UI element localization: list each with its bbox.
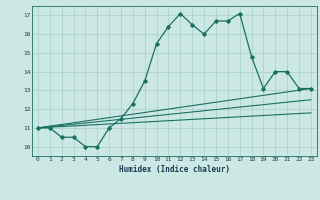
X-axis label: Humidex (Indice chaleur): Humidex (Indice chaleur) [119, 165, 230, 174]
